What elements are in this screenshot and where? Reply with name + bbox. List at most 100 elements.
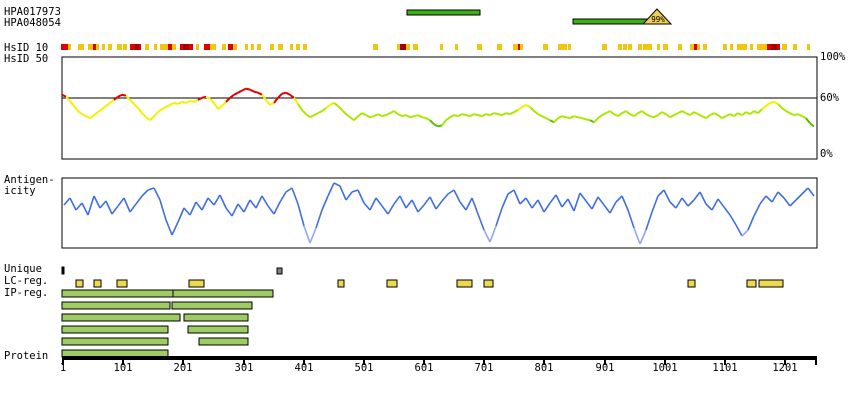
identity-line-segment bbox=[581, 117, 587, 121]
identity-line-segment bbox=[649, 115, 655, 119]
antigenicity-line-segment bbox=[609, 201, 617, 214]
identity-line-segment bbox=[73, 105, 79, 112]
antigenicity-line-segment bbox=[753, 203, 761, 217]
identity-line-segment bbox=[753, 110, 759, 114]
ip-region-bar-row1 bbox=[172, 289, 274, 298]
hsid10-segment bbox=[183, 44, 189, 50]
hsid10-segment bbox=[303, 44, 307, 50]
protein-axis-tick bbox=[122, 360, 124, 365]
hsid10-segment bbox=[93, 44, 96, 50]
antigenicity-line-segment bbox=[255, 195, 263, 209]
identity-line-segment bbox=[697, 113, 703, 118]
antigenicity-line-segment bbox=[351, 189, 359, 193]
hsid10-segment bbox=[257, 44, 261, 50]
identity-line-segment bbox=[421, 116, 427, 120]
identity-line-segment bbox=[149, 115, 155, 121]
identity-line-segment bbox=[265, 99, 271, 106]
hsid10-segment bbox=[180, 44, 183, 50]
antigenicity-line-segment bbox=[333, 182, 341, 187]
identity-line-segment bbox=[597, 114, 603, 119]
lc-region-box bbox=[337, 279, 345, 288]
identity-line-segment bbox=[181, 100, 187, 104]
identity-line-segment bbox=[237, 89, 243, 94]
hsid10-segment bbox=[643, 44, 652, 50]
identity-line-segment bbox=[509, 111, 515, 116]
identity-line-segment bbox=[449, 114, 455, 119]
protein-axis-tick bbox=[543, 360, 545, 365]
identity-line-segment bbox=[677, 110, 683, 114]
antigenicity-line-segment bbox=[279, 191, 287, 203]
identity-chart-box bbox=[61, 56, 818, 160]
identity-line-segment bbox=[177, 100, 183, 105]
protein-axis-tick bbox=[604, 360, 606, 365]
identity-line-segment bbox=[485, 113, 491, 117]
antigenicity-line-segment bbox=[723, 206, 731, 216]
identity-line-segment bbox=[409, 115, 415, 119]
identity-line-segment bbox=[605, 110, 611, 114]
identity-line-segment bbox=[669, 114, 675, 119]
antigenicity-line-segment bbox=[87, 195, 95, 216]
hsid10-segment bbox=[543, 44, 548, 50]
identity-line-segment bbox=[441, 119, 447, 126]
identity-line-segment bbox=[461, 113, 467, 117]
lc-region-box bbox=[386, 279, 398, 288]
antigenicity-line-segment bbox=[465, 197, 473, 211]
protein-axis-tick-label: 501 bbox=[354, 362, 374, 374]
hsid10-segment bbox=[204, 44, 210, 50]
identity-line-segment bbox=[241, 87, 247, 92]
identity-line-segment bbox=[613, 113, 619, 118]
antigenicity-line-segment bbox=[123, 197, 131, 213]
identity-line-segment bbox=[569, 115, 575, 120]
antigenicity-line-segment bbox=[435, 200, 443, 210]
identity-line-segment bbox=[249, 88, 255, 93]
identity-line-segment bbox=[65, 96, 71, 102]
antigenicity-line-segment bbox=[153, 187, 161, 201]
unique-mark bbox=[61, 266, 65, 275]
identity-line-segment bbox=[277, 93, 283, 99]
antigenicity-line-segment bbox=[657, 189, 665, 197]
hsid10-segment bbox=[406, 44, 410, 50]
protein-axis-tick-label: 1201 bbox=[772, 362, 798, 374]
antigenicity-line-segment bbox=[381, 205, 389, 215]
antigenicity-line-segment bbox=[69, 197, 77, 211]
identity-line-segment bbox=[721, 115, 727, 120]
antigenicity-line-segment bbox=[183, 207, 191, 216]
identity-line-segment bbox=[757, 108, 763, 114]
hsid10-segment bbox=[135, 44, 139, 50]
antigenicity-line-segment bbox=[519, 197, 527, 205]
identity-line-segment bbox=[765, 102, 771, 107]
hsid10-segment bbox=[61, 44, 68, 50]
ip-region-bar-row2 bbox=[61, 301, 171, 310]
identity-line-segment bbox=[741, 111, 747, 116]
hsid10-segment bbox=[251, 44, 254, 50]
ip-region-bar-row5 bbox=[198, 337, 249, 346]
identity-line-segment bbox=[617, 112, 623, 117]
ip-region-bar-row3 bbox=[183, 313, 249, 322]
antigenicity-line-segment bbox=[315, 209, 323, 229]
hsid10-segment bbox=[228, 44, 233, 50]
ip-region-bar-row1 bbox=[61, 289, 174, 298]
hsid10-segment bbox=[703, 44, 707, 50]
identity-line-segment bbox=[705, 114, 711, 119]
identity-line-segment bbox=[325, 104, 331, 109]
hsid10-segment bbox=[196, 44, 199, 50]
identity-line-segment bbox=[525, 104, 531, 108]
identity-line-segment bbox=[453, 114, 459, 118]
antigenicity-line-segment bbox=[771, 191, 779, 203]
antigenicity-line-segment bbox=[747, 215, 755, 231]
identity-line-segment bbox=[793, 113, 799, 117]
protein-axis-tick-label: 101 bbox=[113, 362, 133, 374]
hsid10-segment bbox=[678, 44, 682, 50]
hsid10-segment bbox=[270, 44, 274, 50]
identity-line-segment bbox=[309, 114, 315, 119]
identity-line-segment bbox=[361, 112, 367, 117]
protein-axis-tick bbox=[423, 360, 425, 365]
identity-line-segment bbox=[397, 113, 403, 118]
identity-line-segment bbox=[729, 113, 735, 118]
identity-line-segment bbox=[445, 116, 451, 122]
identity-line-segment bbox=[545, 117, 551, 122]
antigenicity-line-segment bbox=[459, 201, 467, 211]
antigenicity-line-segment bbox=[105, 200, 113, 215]
protein-axis-tick bbox=[303, 360, 305, 365]
antibody-id-label-2: HPA048054 bbox=[4, 17, 61, 29]
